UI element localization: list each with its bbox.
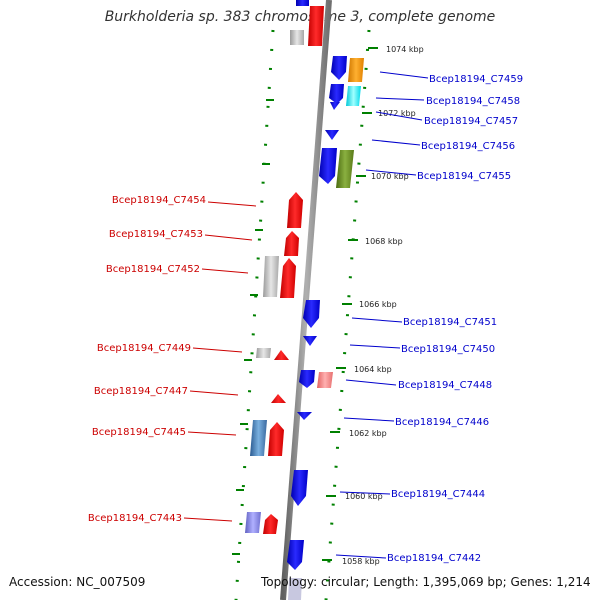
gene-label-reverse[interactable]: Bcep18194_C7446 [395, 417, 489, 428]
gene-label-forward[interactable]: Bcep18194_C7445 [92, 427, 186, 438]
gene-label-forward[interactable]: Bcep18194_C7453 [109, 229, 203, 240]
gene-forward[interactable] [284, 231, 299, 256]
gene-reverse[interactable] [287, 540, 304, 570]
gene-label-reverse[interactable]: Bcep18194_C7451 [403, 317, 497, 328]
scale-tick-label: 1060 kbp [345, 492, 383, 501]
gene-reverse[interactable] [325, 130, 339, 140]
gene-label-reverse[interactable]: Bcep18194_C7456 [421, 141, 515, 152]
gene-reverse[interactable] [331, 56, 347, 80]
label-leader [207, 201, 257, 207]
reverse-gene-labels: Bcep18194_C7459 Bcep18194_C7458 Bcep1819… [335, 71, 523, 564]
gene-reverse[interactable] [297, 412, 312, 420]
gene-partial-top[interactable] [290, 30, 304, 45]
gene-forward[interactable] [268, 422, 284, 456]
gene-reverse[interactable] [329, 84, 344, 104]
scale-tick-label: 1070 kbp [371, 172, 409, 181]
gene-label-forward[interactable]: Bcep18194_C7452 [106, 264, 200, 275]
gene-forward[interactable] [274, 350, 289, 360]
gene-partial-bottom[interactable] [288, 578, 302, 600]
scale-tick-label: 1072 kbp [378, 109, 416, 118]
gene-label-forward[interactable]: Bcep18194_C7447 [94, 386, 188, 397]
gene-label-reverse[interactable]: Bcep18194_C7459 [429, 74, 523, 85]
scale-tick-label: 1068 kbp [365, 237, 403, 246]
gene-reverse[interactable] [303, 336, 317, 346]
gene-label-reverse[interactable]: Bcep18194_C7455 [417, 171, 511, 182]
label-leader [343, 417, 395, 422]
genome-summary-text: Topology: circular; Length: 1,395,069 bp… [261, 575, 591, 589]
label-leader [183, 517, 233, 522]
gene-label-reverse[interactable]: Bcep18194_C7450 [401, 344, 495, 355]
scale-tick-label: 1062 kbp [349, 429, 387, 438]
label-leader [371, 139, 421, 146]
label-leader [349, 344, 401, 349]
gene-reverse[interactable] [299, 370, 315, 388]
forward-gene-labels: Bcep18194_C7454 Bcep18194_C7453 Bcep1819… [88, 195, 257, 524]
scale-ticks: 1074 kbp 1072 kbp 1070 kbp 1068 kbp 1066… [232, 45, 424, 566]
label-leader [375, 111, 423, 121]
gene-reverse[interactable] [319, 148, 337, 184]
gene-partial-top[interactable] [308, 6, 324, 46]
gene-reverse[interactable] [303, 300, 320, 328]
label-leader [379, 71, 429, 79]
label-leader [204, 234, 253, 241]
gene-forward[interactable] [245, 512, 261, 533]
scale-tick-label: 1058 kbp [342, 557, 380, 566]
gene-reverse[interactable] [291, 470, 308, 506]
gene-reverse[interactable] [317, 372, 333, 388]
right-tick-track [324, 29, 371, 600]
map-title: Burkholderia sp. 383 chromosome 3, compl… [104, 9, 496, 25]
label-leader [365, 169, 417, 176]
gene-label-reverse[interactable]: Bcep18194_C7457 [424, 116, 518, 127]
label-leader [375, 97, 425, 101]
label-leader [335, 554, 387, 559]
gene-reverse[interactable] [348, 58, 364, 82]
scale-tick-label: 1064 kbp [354, 365, 392, 374]
label-leader [339, 491, 391, 495]
gene-label-reverse[interactable]: Bcep18194_C7448 [398, 380, 492, 391]
label-leader [201, 268, 249, 274]
scale-tick-label: 1074 kbp [386, 45, 424, 54]
gene-forward[interactable] [250, 420, 267, 456]
gene-label-reverse[interactable]: Bcep18194_C7444 [391, 489, 485, 500]
gene-label-forward[interactable]: Bcep18194_C7454 [112, 195, 206, 206]
gene-forward[interactable] [287, 192, 303, 228]
reverse-strand-genes [287, 56, 364, 600]
gene-forward[interactable] [263, 514, 278, 534]
label-leader [351, 317, 403, 323]
gene-label-forward[interactable]: Bcep18194_C7449 [97, 343, 191, 354]
left-tick-track [234, 29, 275, 600]
label-leader [345, 379, 397, 386]
scale-tick-label: 1066 kbp [359, 300, 397, 309]
gene-label-reverse[interactable]: Bcep18194_C7442 [387, 553, 481, 564]
gene-label-reverse[interactable]: Bcep18194_C7458 [426, 96, 520, 107]
gene-reverse[interactable] [330, 102, 340, 110]
label-leader [187, 431, 237, 436]
gene-reverse[interactable] [346, 86, 361, 106]
gene-forward[interactable] [256, 348, 271, 358]
gene-forward[interactable] [280, 258, 296, 298]
accession-text: Accession: NC_007509 [9, 575, 146, 589]
label-leader [189, 390, 239, 396]
forward-strand-genes [245, 192, 303, 534]
gene-reverse[interactable] [336, 150, 354, 188]
gene-partial-top[interactable] [296, 0, 309, 6]
gene-forward[interactable] [271, 394, 286, 403]
label-leader [192, 347, 243, 353]
gene-label-forward[interactable]: Bcep18194_C7443 [88, 513, 182, 524]
gene-forward[interactable] [263, 256, 279, 297]
